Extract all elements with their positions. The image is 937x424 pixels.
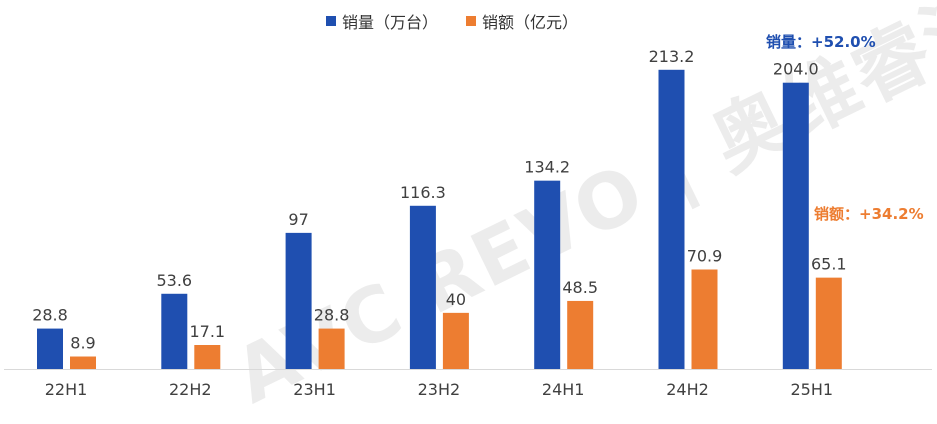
x-tick-label-24H2: 24H2	[666, 380, 709, 399]
x-tick-label-25H1: 25H1	[791, 380, 834, 399]
legend-swatch-sales	[326, 16, 336, 26]
bar-sales-23H2	[409, 205, 436, 369]
data-label-revenue-22H2: 17.1	[189, 322, 225, 341]
legend-label-revenue: 销额（亿元）	[482, 13, 579, 32]
data-label-revenue-22H1: 8.9	[70, 334, 95, 353]
x-tick-label-23H1: 23H1	[293, 380, 336, 399]
legend-item-sales: 销量（万台）	[326, 9, 438, 33]
legend: 销量（万台） 销额（亿元）	[326, 9, 578, 33]
bar-sales-22H1	[37, 328, 63, 369]
data-label-sales-22H2: 53.6	[156, 271, 192, 290]
bar-sales-25H1	[782, 82, 809, 370]
data-label-sales-24H2: 213.2	[649, 47, 695, 66]
data-label-sales-24H1: 134.2	[524, 158, 570, 177]
x-tick-label-22H1: 22H1	[45, 380, 88, 399]
bar-sales-23H1	[285, 232, 312, 369]
sales-growth-annotation: 销量：+52.0%	[766, 33, 876, 51]
data-label-sales-23H2: 116.3	[400, 183, 446, 202]
bar-revenue-23H1	[318, 328, 345, 369]
data-label-sales-22H1: 28.8	[32, 306, 68, 325]
x-tick-label-24H1: 24H1	[542, 380, 585, 399]
x-tick-label-23H2: 23H2	[418, 380, 461, 399]
bar-revenue-22H2	[194, 345, 221, 369]
bar-sales-24H1	[534, 180, 561, 369]
bar-revenue-22H1	[70, 356, 96, 369]
bar-sales-24H2	[658, 69, 685, 370]
legend-label-sales: 销量（万台）	[342, 13, 439, 32]
data-label-revenue-23H1: 28.8	[314, 306, 350, 325]
legend-swatch-revenue	[466, 16, 477, 26]
bar-sales-22H2	[161, 293, 188, 369]
revenue-growth-annotation: 销额：+34.2%	[814, 205, 924, 223]
data-label-revenue-25H1: 65.1	[811, 255, 847, 274]
legend-item-revenue: 销额（亿元）	[466, 9, 578, 33]
data-label-sales-23H1: 97	[288, 210, 308, 229]
data-label-sales-25H1: 204.0	[773, 60, 819, 79]
bar-revenue-24H1	[567, 300, 594, 369]
x-tick-label-22H2: 22H2	[169, 380, 212, 399]
bar-revenue-23H2	[442, 312, 469, 369]
bar-revenue-25H1	[815, 277, 842, 369]
data-label-revenue-24H2: 70.9	[687, 246, 723, 265]
data-label-revenue-24H1: 48.5	[562, 278, 598, 297]
bar-revenue-24H2	[691, 269, 718, 369]
data-label-revenue-23H2: 40	[446, 290, 466, 309]
